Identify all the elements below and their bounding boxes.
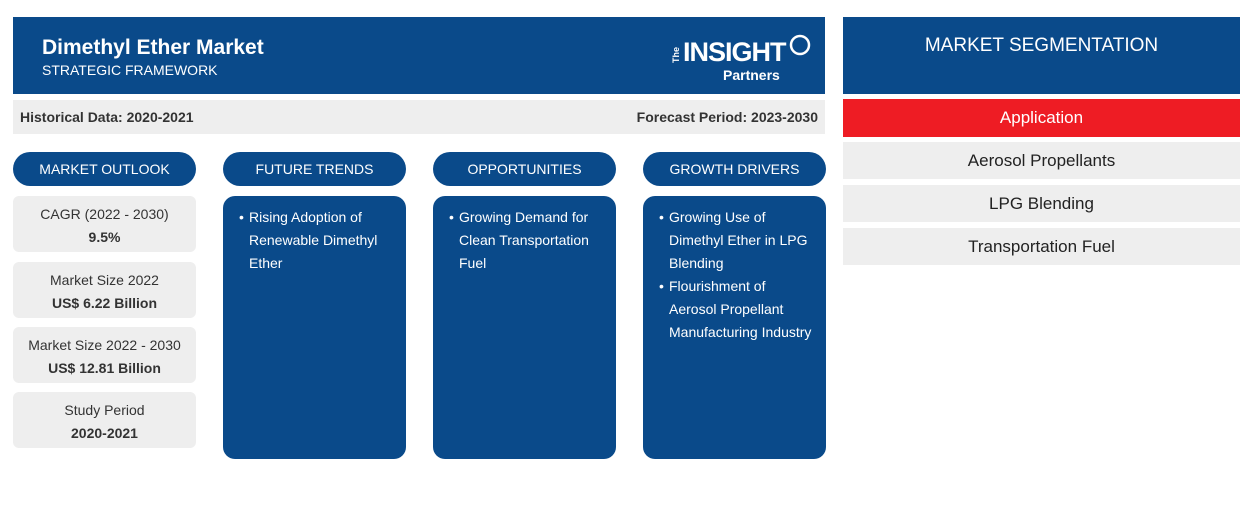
outlook-value: US$ 12.81 Billion [48, 360, 161, 376]
opportunities-list: Growing Demand for Clean Transportation … [433, 196, 616, 275]
insight-partners-logo: The INSIGHT Partners [671, 33, 811, 83]
heading-growth-drivers: GROWTH DRIVERS [643, 152, 826, 186]
magnifier-icon [789, 34, 811, 56]
segment-category-application: Application [843, 99, 1240, 137]
outlook-card-study-period: Study Period 2020-2021 [13, 392, 196, 448]
list-item: Rising Adoption of Renewable Dimethyl Et… [239, 206, 394, 275]
heading-opportunities: OPPORTUNITIES [433, 152, 616, 186]
growth-drivers-box: Growing Use of Dimethyl Ether in LPG Ble… [643, 196, 826, 459]
logo-the: The [671, 46, 681, 63]
outlook-value: 2020-2021 [71, 425, 138, 441]
future-trends-list: Rising Adoption of Renewable Dimethyl Et… [223, 196, 406, 275]
segment-item-aerosol-propellants: Aerosol Propellants [843, 142, 1240, 179]
header-banner: Dimethyl Ether Market STRATEGIC FRAMEWOR… [13, 17, 825, 94]
historical-data: Historical Data: 2020-2021 [20, 109, 194, 125]
heading-market-outlook: MARKET OUTLOOK [13, 152, 196, 186]
outlook-label: Study Period [64, 402, 145, 418]
outlook-label: Market Size 2022 [50, 272, 159, 288]
outlook-card-market-size-2022-2030: Market Size 2022 - 2030 US$ 12.81 Billio… [13, 327, 196, 383]
segmentation-title: MARKET SEGMENTATION [924, 35, 1159, 56]
outlook-card-cagr: CAGR (2022 - 2030) 9.5% [13, 196, 196, 252]
outlook-card-market-size-2022: Market Size 2022 US$ 6.22 Billion [13, 262, 196, 318]
outlook-label: CAGR (2022 - 2030) [40, 206, 169, 222]
page-title: Dimethyl Ether Market [42, 36, 264, 59]
outlook-value: US$ 6.22 Billion [51, 295, 158, 311]
outlook-label: Market Size 2022 - 2030 [28, 337, 181, 353]
period-bar: Historical Data: 2020-2021 Forecast Peri… [13, 100, 825, 134]
outlook-value: 9.5% [88, 229, 121, 245]
segment-item-transportation-fuel: Transportation Fuel [843, 228, 1240, 265]
market-segmentation-header: MARKET SEGMENTATION [843, 17, 1240, 94]
logo-insight: INSIGHT [683, 37, 787, 67]
opportunities-box: Growing Demand for Clean Transportation … [433, 196, 616, 459]
logo-partners: Partners [723, 67, 780, 83]
future-trends-box: Rising Adoption of Renewable Dimethyl Et… [223, 196, 406, 459]
list-item: Growing Demand for Clean Transportation … [449, 206, 604, 275]
list-item: Flourishment of Aerosol Propellant Manuf… [659, 275, 814, 344]
list-item: Growing Use of Dimethyl Ether in LPG Ble… [659, 206, 814, 275]
segment-item-lpg-blending: LPG Blending [843, 185, 1240, 222]
heading-future-trends: FUTURE TRENDS [223, 152, 406, 186]
page-subtitle: STRATEGIC FRAMEWORK [42, 62, 218, 78]
growth-drivers-list: Growing Use of Dimethyl Ether in LPG Ble… [643, 196, 826, 344]
forecast-period: Forecast Period: 2023-2030 [636, 109, 818, 125]
